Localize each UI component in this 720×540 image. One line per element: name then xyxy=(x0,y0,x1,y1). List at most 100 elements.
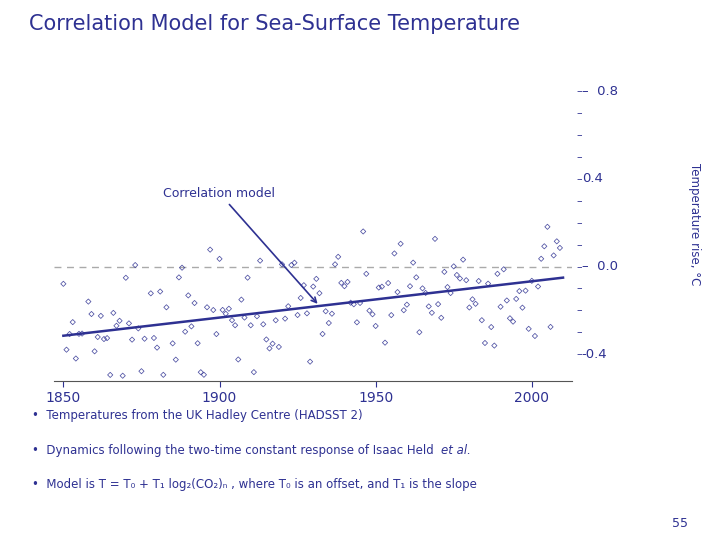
Point xyxy=(480,339,491,347)
Point xyxy=(338,282,350,291)
Point xyxy=(438,267,450,276)
Point xyxy=(301,309,312,318)
Point xyxy=(510,295,522,303)
Text: –: – xyxy=(577,284,582,294)
Point xyxy=(251,312,263,321)
Point xyxy=(204,245,216,254)
Point xyxy=(76,329,88,338)
Point xyxy=(523,325,534,333)
Text: -0.4: -0.4 xyxy=(582,348,608,361)
Text: et al.: et al. xyxy=(441,444,471,457)
Text: •  Model is T = T₀ + T₁ log₂(CO₂)ₙ , where T₀ is an offset, and T₁ is the slope: • Model is T = T₀ + T₁ log₂(CO₂)ₙ , wher… xyxy=(32,478,477,491)
Point xyxy=(148,334,160,342)
Point xyxy=(429,234,441,243)
Point xyxy=(413,328,425,336)
Point xyxy=(211,330,222,339)
Point xyxy=(317,329,328,338)
Point xyxy=(233,355,244,364)
Point xyxy=(139,334,150,343)
Point xyxy=(220,309,232,318)
Point xyxy=(198,370,210,379)
Point xyxy=(239,313,251,322)
Point xyxy=(120,273,132,282)
Text: –  0.8: – 0.8 xyxy=(582,85,618,98)
Point xyxy=(67,318,78,327)
Point xyxy=(513,287,525,295)
Point xyxy=(554,244,566,252)
Text: Temperature rise, °C: Temperature rise, °C xyxy=(688,163,701,285)
Point xyxy=(454,274,466,283)
Point xyxy=(376,282,387,291)
Point xyxy=(114,316,125,325)
Point xyxy=(436,313,447,322)
Point xyxy=(258,320,269,329)
Point xyxy=(451,271,463,279)
Point xyxy=(310,274,322,283)
Point xyxy=(326,309,338,318)
Point xyxy=(261,335,272,344)
Text: –: – xyxy=(577,306,582,315)
Point xyxy=(426,308,438,317)
Text: –: – xyxy=(577,174,582,184)
Point xyxy=(167,339,179,348)
Point xyxy=(410,273,422,282)
Point xyxy=(142,392,153,401)
Point xyxy=(501,296,513,305)
Point xyxy=(398,306,410,314)
Point xyxy=(495,302,506,311)
Point xyxy=(292,310,303,319)
Text: –: – xyxy=(577,86,582,96)
Point xyxy=(60,346,72,354)
Point xyxy=(135,367,147,375)
Point xyxy=(357,227,369,236)
Text: 55: 55 xyxy=(672,517,688,530)
Point xyxy=(445,289,456,298)
Point xyxy=(286,261,297,269)
Point xyxy=(242,273,253,282)
Point xyxy=(158,370,169,379)
Point xyxy=(130,261,141,269)
Point xyxy=(282,302,294,310)
Point xyxy=(214,254,225,263)
Point xyxy=(379,339,391,347)
Point xyxy=(504,314,516,322)
Point xyxy=(195,368,207,376)
Point xyxy=(508,318,519,326)
Point xyxy=(348,300,359,309)
Point xyxy=(482,279,494,288)
Point xyxy=(470,300,482,308)
Point xyxy=(442,283,454,292)
Point xyxy=(223,305,235,313)
Point xyxy=(107,308,119,317)
Point xyxy=(132,324,144,333)
Text: –: – xyxy=(577,327,582,338)
Point xyxy=(467,295,478,303)
Point xyxy=(361,269,372,278)
Point xyxy=(154,287,166,296)
Text: –: – xyxy=(577,196,582,206)
Point xyxy=(104,370,116,379)
Point xyxy=(404,282,415,291)
Point xyxy=(92,333,104,341)
Point xyxy=(70,354,81,363)
Text: –: – xyxy=(577,240,582,249)
Point xyxy=(176,264,188,272)
Point xyxy=(235,295,247,304)
Point xyxy=(448,262,459,271)
Point xyxy=(295,294,307,302)
Text: Correlation model: Correlation model xyxy=(163,187,316,302)
Point xyxy=(489,341,500,350)
Point xyxy=(95,312,107,320)
Point xyxy=(79,383,91,391)
Point xyxy=(192,339,204,348)
Point xyxy=(329,260,341,268)
Point xyxy=(476,316,487,325)
Point xyxy=(64,330,76,339)
Point xyxy=(207,306,219,314)
Point xyxy=(307,282,319,291)
Point xyxy=(86,310,97,319)
Point xyxy=(541,222,553,231)
Point xyxy=(230,321,241,329)
Point xyxy=(336,279,347,287)
Point xyxy=(163,382,175,391)
